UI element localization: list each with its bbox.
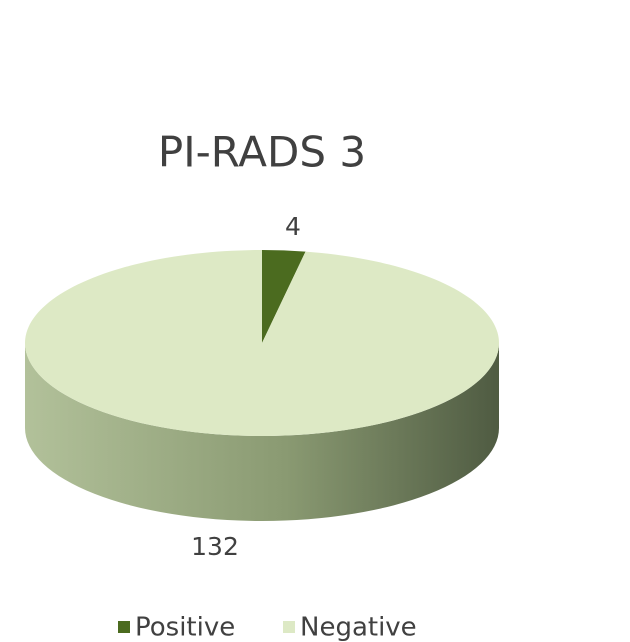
data-label: 132	[191, 532, 239, 561]
legend-label: Positive	[135, 613, 235, 642]
chart-title: PI-RADS 3	[158, 128, 366, 177]
legend-label: Negative	[300, 613, 417, 642]
pie-slice	[25, 250, 500, 436]
pie-side	[25, 343, 499, 521]
pie-slice	[262, 250, 306, 343]
data-label: 4	[285, 212, 301, 241]
legend-swatch	[118, 621, 130, 633]
legend-swatch	[283, 621, 295, 633]
